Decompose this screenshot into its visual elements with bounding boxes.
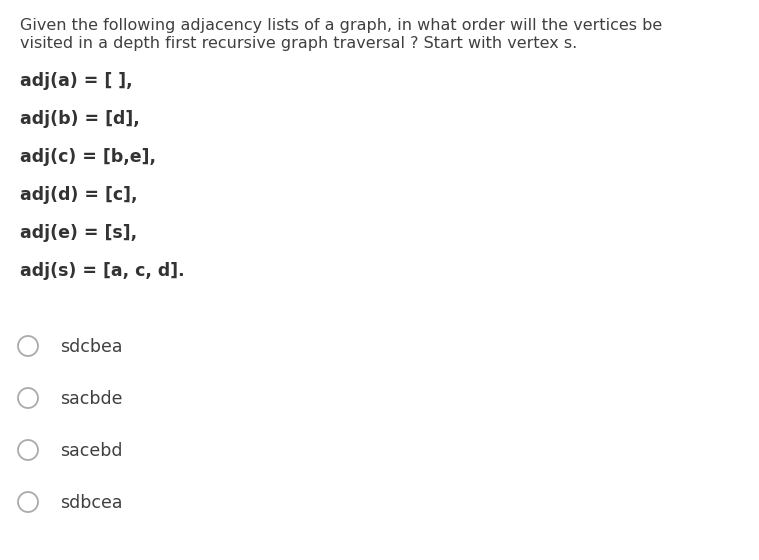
Text: adj(c) = [b,e],: adj(c) = [b,e], (20, 148, 156, 166)
Text: sacbde: sacbde (60, 390, 122, 408)
Text: Given the following adjacency lists of a graph, in what order will the vertices : Given the following adjacency lists of a… (20, 18, 663, 33)
Text: adj(s) = [a, c, d].: adj(s) = [a, c, d]. (20, 262, 184, 280)
Text: sdbcea: sdbcea (60, 494, 122, 512)
Text: sdcbea: sdcbea (60, 338, 122, 356)
Text: sacebd: sacebd (60, 442, 122, 460)
Text: adj(d) = [c],: adj(d) = [c], (20, 186, 137, 204)
Text: adj(a) = [ ],: adj(a) = [ ], (20, 72, 133, 90)
Text: visited in a depth first recursive graph traversal ? Start with vertex s.: visited in a depth first recursive graph… (20, 36, 578, 51)
Text: adj(e) = [s],: adj(e) = [s], (20, 224, 137, 242)
Text: adj(b) = [d],: adj(b) = [d], (20, 110, 140, 128)
